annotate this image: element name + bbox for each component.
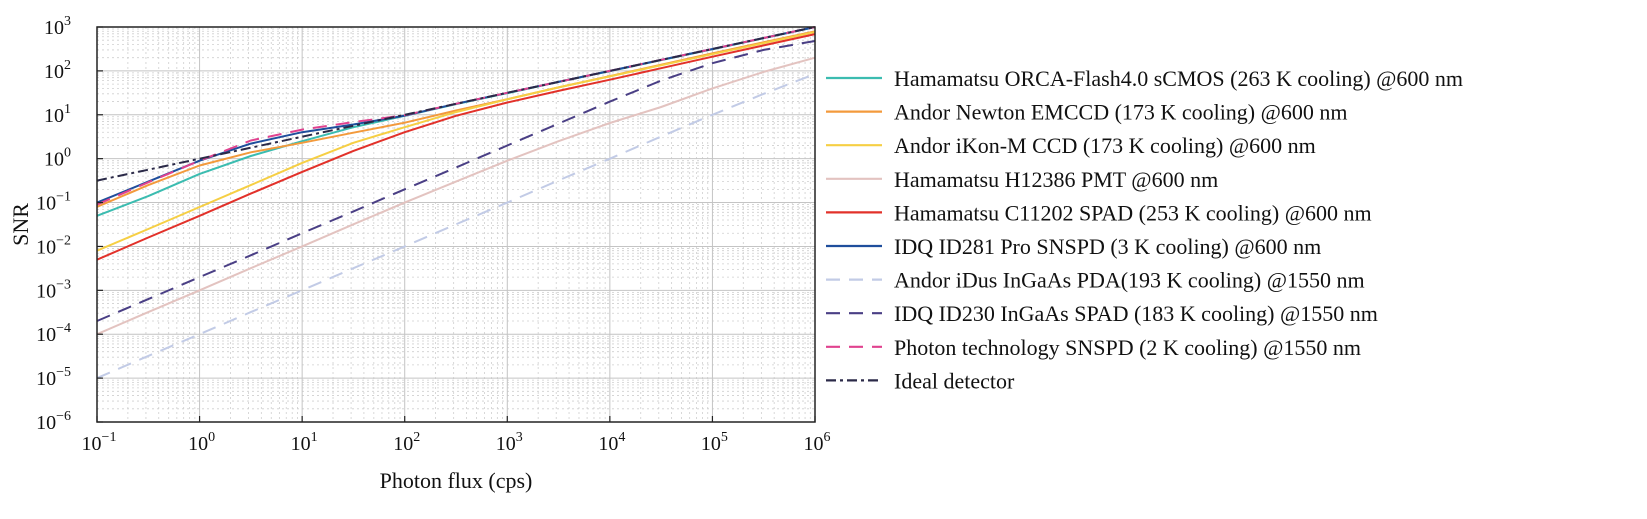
y-tick-label: 101 <box>44 102 71 127</box>
legend-label-1: Hamamatsu ORCA-Flash4.0 sCMOS (263 K coo… <box>894 66 1463 91</box>
x-tick-label: 102 <box>393 430 420 455</box>
legend-label-2: Andor Newton EMCCD (173 K cooling) @600 … <box>894 100 1348 125</box>
y-tick-label: 103 <box>44 14 71 39</box>
legend-label-10: Ideal detector <box>894 368 1015 393</box>
x-tick-label: 103 <box>496 430 523 455</box>
series-line-8 <box>96 40 816 322</box>
legend-label-4: Hamamatsu H12386 PMT @600 nm <box>894 167 1218 192</box>
series-line-7 <box>96 73 816 380</box>
series-line-3 <box>96 31 816 252</box>
series-lines <box>96 26 816 380</box>
y-tick-label: 10−5 <box>36 365 71 390</box>
x-tick-label: 10−1 <box>82 430 117 455</box>
grid <box>97 27 815 422</box>
legend-label-5: Hamamatsu C11202 SPAD (253 K cooling) @6… <box>894 200 1372 225</box>
y-tick-label: 102 <box>44 58 71 83</box>
legend-label-7: Andor iDus InGaAs PDA(193 K cooling) @15… <box>894 268 1365 293</box>
x-tick-label: 105 <box>701 430 728 455</box>
axis-labels: Photon flux (cps) SNR <box>8 203 532 493</box>
x-tick-label: 104 <box>598 430 625 455</box>
legend-label-8: IDQ ID230 InGaAs SPAD (183 K cooling) @1… <box>894 301 1378 326</box>
x-tick-label: 101 <box>291 430 318 455</box>
y-tick-label: 100 <box>44 146 71 171</box>
y-tick-label: 10−1 <box>36 190 71 215</box>
y-tick-label: 10−6 <box>36 409 71 434</box>
plot-frame <box>96 26 816 423</box>
series-line-4 <box>96 56 816 336</box>
axis-ticks: 10−1 100 101 102 103 104 105 106 10−6 10−5 10−4 10−… <box>36 14 830 455</box>
y-axis-label: SNR <box>8 203 33 246</box>
legend-label-9: Photon technology SNSPD (2 K cooling) @1… <box>894 335 1361 360</box>
x-tick-label: 106 <box>804 430 831 455</box>
legend-label-6: IDQ ID281 Pro SNSPD (3 K cooling) @600 n… <box>894 234 1321 259</box>
y-tick-label: 10−3 <box>36 277 71 302</box>
legend: Hamamatsu ORCA-Flash4.0 sCMOS (263 K coo… <box>826 66 1463 393</box>
x-tick-label: 100 <box>188 430 215 455</box>
y-tick-label: 10−4 <box>36 321 71 346</box>
x-axis-label: Photon flux (cps) <box>380 468 533 493</box>
y-tick-label: 10−2 <box>36 233 71 258</box>
series-line-10 <box>96 26 816 182</box>
series-line-5 <box>96 33 816 261</box>
legend-label-3: Andor iKon-M CCD (173 K cooling) @600 nm <box>894 133 1316 158</box>
series-line-9 <box>96 26 816 206</box>
